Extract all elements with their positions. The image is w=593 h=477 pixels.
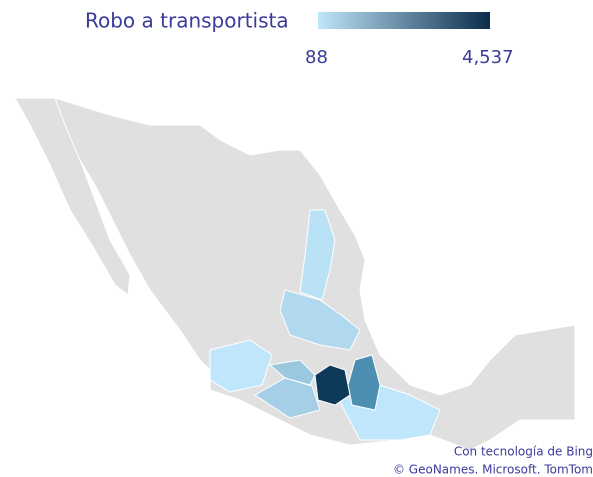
legend-min-label: 88 <box>305 47 328 68</box>
region-jalisco <box>209 339 273 393</box>
region-northeast <box>299 209 336 301</box>
legend-max-label: 4,537 <box>462 47 514 68</box>
legend-gradient <box>318 12 490 29</box>
legend-title: Robo a transportista <box>85 9 289 33</box>
attribution-line: Con tecnología de Bing <box>454 445 593 459</box>
country-shapes <box>14 97 576 451</box>
region-guanajuato <box>268 359 316 386</box>
region-center-north <box>279 289 361 351</box>
region-michoacan <box>254 377 321 419</box>
region-mexico-state <box>314 364 351 406</box>
attribution-line: © GeoNames. Microsoft. TomTom <box>393 463 593 477</box>
